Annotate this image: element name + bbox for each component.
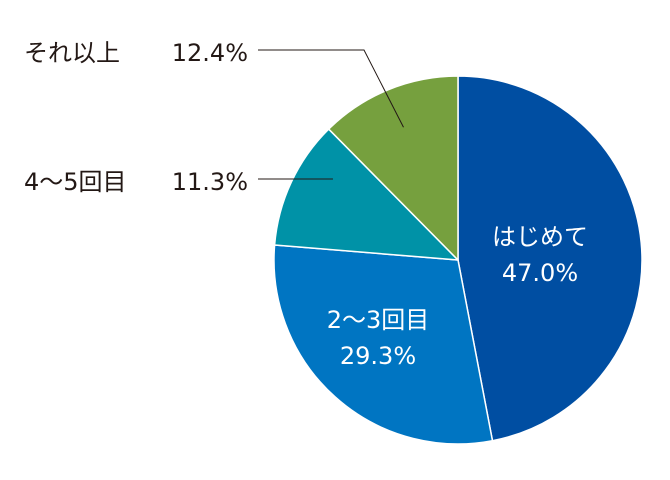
slice-value-first-time: 47.0% (502, 259, 578, 287)
slice-label-2-3-times: 2〜3回目 (327, 306, 430, 334)
slice-4-5-times (273, 128, 459, 261)
slice-label-4-5-times: 4〜5回目 (24, 168, 127, 196)
slice-label-first-time: はじめて (492, 223, 588, 251)
slice-label-more: それ以上 (24, 39, 120, 67)
leader-line-more (258, 49, 404, 128)
slice-more (327, 75, 459, 261)
slice-first-time (457, 75, 643, 442)
slice-value-4-5-times: 11.3% (172, 168, 248, 196)
slice-2-3-times (273, 244, 494, 445)
leader-lines (258, 49, 404, 180)
slice-value-more: 12.4% (172, 39, 248, 67)
slice-value-2-3-times: 29.3% (340, 342, 416, 370)
pie-slices (273, 75, 643, 445)
